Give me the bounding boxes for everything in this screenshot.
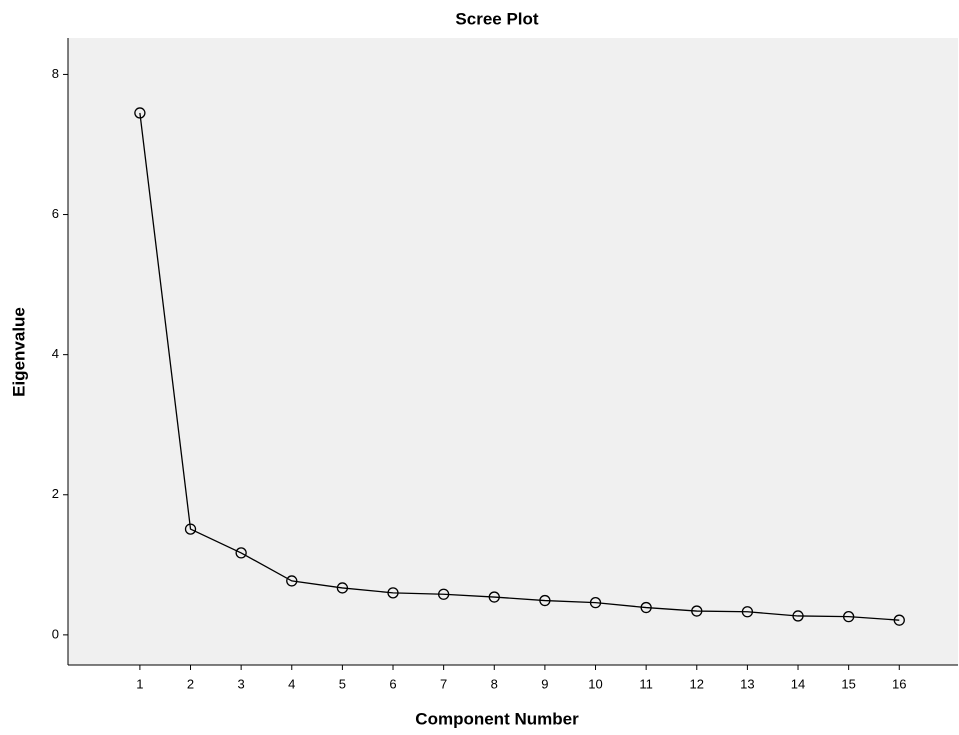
x-tick-label: 13 <box>740 676 754 691</box>
point-marker <box>741 606 754 618</box>
x-tick-label: 8 <box>491 676 498 691</box>
x-tick-label: 10 <box>588 676 602 691</box>
point-marker <box>387 587 399 599</box>
point-marker <box>134 107 146 119</box>
point-marker <box>640 601 652 614</box>
x-tick-label: 9 <box>541 676 548 691</box>
x-tick-label: 6 <box>389 676 396 691</box>
x-tick-label: 1 <box>136 676 143 691</box>
x-axis-label: Component Number <box>415 709 579 728</box>
x-tick-label: 14 <box>791 676 805 691</box>
y-tick-label: 4 <box>52 346 59 361</box>
x-tick-label: 15 <box>841 676 855 691</box>
point-marker <box>488 591 500 603</box>
x-tick-label: 3 <box>238 676 245 691</box>
point-marker <box>336 582 349 594</box>
point-marker <box>539 594 551 607</box>
point-marker <box>691 605 703 617</box>
y-tick-label: 2 <box>52 486 59 501</box>
point-marker <box>437 588 450 600</box>
x-tick-label: 16 <box>892 676 906 691</box>
point-marker <box>235 547 247 559</box>
point-marker <box>589 597 602 609</box>
y-tick-label: 8 <box>52 66 59 81</box>
x-tick-label: 5 <box>339 676 346 691</box>
x-tick-label: 7 <box>440 676 447 691</box>
plot-area <box>68 38 958 665</box>
x-tick-label: 4 <box>288 676 295 691</box>
y-tick-label: 6 <box>52 206 59 221</box>
point-marker <box>184 523 197 535</box>
point-marker <box>893 614 905 626</box>
x-tick-label: 11 <box>639 676 653 691</box>
x-tick-label: 2 <box>187 676 194 691</box>
point-marker <box>286 575 298 587</box>
point-marker <box>792 610 804 622</box>
y-axis-label: Eigenvalue <box>9 307 28 397</box>
y-tick-label: 0 <box>52 626 59 641</box>
chart-title: Scree Plot <box>455 9 538 28</box>
x-tick-label: 12 <box>690 676 704 691</box>
point-marker <box>842 611 855 623</box>
series-line <box>139 112 900 621</box>
